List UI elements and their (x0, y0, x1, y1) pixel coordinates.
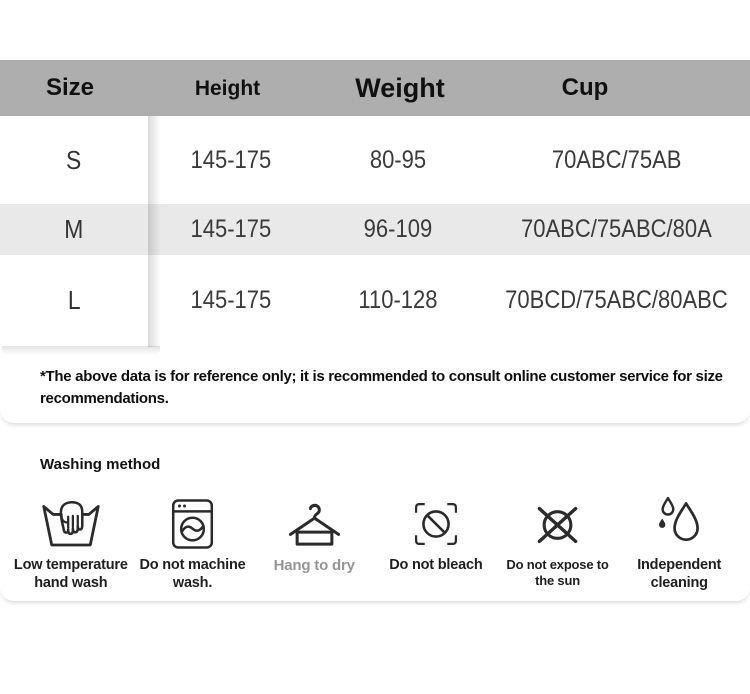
header-cell-weight: Weight (355, 72, 445, 103)
wash-item-label: Hang to dry (273, 557, 355, 574)
table-header-row: Size Height Weight Cup (0, 60, 750, 116)
size-chart-section: Size Height Weight Cup S 145-175 80-95 7… (0, 60, 750, 424)
washing-icons-row: Low temperature hand wash Do not machine… (10, 490, 740, 592)
wash-item-hand-wash: Low temperature hand wash (10, 490, 132, 592)
wash-item-label: Do not expose to the sun (506, 557, 609, 588)
cell-cup: 70ABC/75ABC/80A (521, 215, 712, 243)
reference-note: *The above data is for reference only; i… (40, 368, 723, 407)
cell-cup: 70ABC/75AB (551, 145, 682, 174)
wash-item-hang-to-dry: Hang to dry (253, 490, 375, 592)
cell-weight: 110-128 (358, 285, 438, 314)
cell-height: 145-175 (190, 145, 271, 174)
cell-weight: 80-95 (369, 145, 427, 174)
cell-cup: 70BCD/75ABC/80ABC (505, 285, 728, 314)
table-row-l: L 145-175 110-128 70BCD/75ABC/80ABC (0, 255, 750, 345)
wash-item-label: Do not machine wash. (139, 557, 246, 591)
cell-size: S (66, 144, 82, 175)
table-row-m: M 145-175 96-109 70ABC/75ABC/80A (0, 204, 750, 255)
wash-item-label: Independent cleaning (637, 557, 722, 591)
cell-height: 145-175 (190, 215, 271, 243)
washing-machine-icon (169, 490, 216, 550)
frozen-column-shadow (148, 116, 161, 347)
cell-size: L (67, 284, 81, 315)
header-cell-cup: Cup (561, 74, 609, 101)
no-sun-exposure-icon (531, 490, 584, 550)
washing-method-title: Washing method (40, 456, 161, 473)
table-body: S 145-175 80-95 70ABC/75AB M 145-175 96-… (0, 116, 750, 345)
header-cell-size: Size (45, 74, 95, 101)
wash-item-no-sun-exposure: Do not expose to the sun (497, 490, 619, 592)
frozen-column-bottom-shadow (2, 346, 160, 355)
table-row-s: S 145-175 80-95 70ABC/75AB (0, 116, 750, 204)
cell-height: 145-175 (190, 285, 271, 314)
wash-item-label: Do not bleach (389, 557, 483, 573)
header-cell-height: Height (194, 76, 261, 100)
wash-item-independent-cleaning: Independent cleaning (618, 490, 740, 592)
wash-item-do-not-bleach: Do not bleach (375, 490, 497, 592)
water-drop-icon (656, 490, 702, 550)
cell-weight: 96-109 (363, 215, 433, 243)
wash-item-label: Low temperature hand wash (13, 557, 128, 591)
washing-method-section: Washing method Low temperature hand wash (0, 430, 750, 602)
cell-size: M (64, 214, 84, 244)
hand-wash-icon (40, 490, 102, 550)
do-not-bleach-icon (410, 490, 462, 550)
wash-item-no-machine-wash: Do not machine wash. (132, 490, 254, 592)
hanger-icon (286, 490, 343, 550)
